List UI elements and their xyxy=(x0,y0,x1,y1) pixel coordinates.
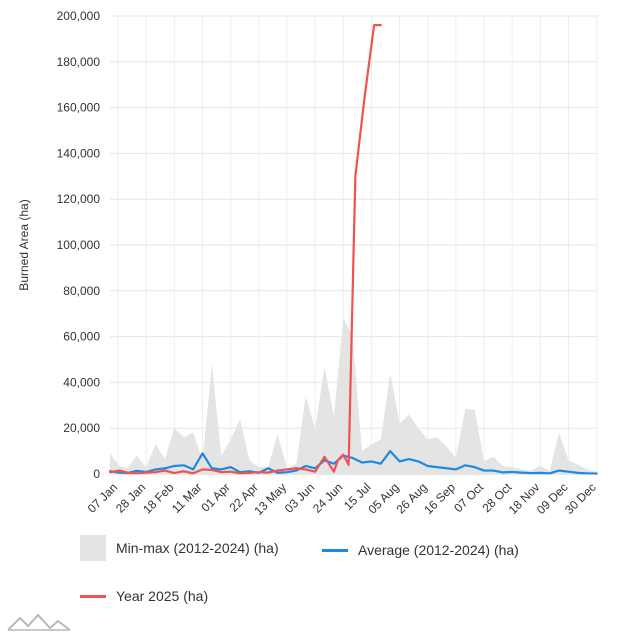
year-swatch xyxy=(80,594,106,598)
minmax-area xyxy=(110,318,597,474)
x-tick-label-7: 03 Jun xyxy=(282,480,317,515)
y-tick-label-3: 60,000 xyxy=(63,330,100,344)
mountain-logo-icon xyxy=(7,613,71,631)
year-2025-line-series xyxy=(108,24,382,475)
x-tick-label-8: 24 Jun xyxy=(310,480,345,515)
x-tick-label-3: 11 Mar xyxy=(169,480,205,516)
x-tick-label-17: 30 Dec xyxy=(562,480,599,517)
y-tick-label-0: 0 xyxy=(93,467,100,481)
y-tick-label-8: 160,000 xyxy=(57,101,101,115)
legend-item-average[interactable]: Average (2012-2024) (ha) xyxy=(322,542,519,558)
y-tick-label-4: 80,000 xyxy=(63,284,100,298)
y-axis-title: Burned Area (ha) xyxy=(17,199,31,290)
x-tick-label-12: 16 Sep xyxy=(421,480,458,517)
legend-label-year: Year 2025 (ha) xyxy=(116,588,209,604)
minmax-area-series xyxy=(110,318,597,474)
x-tick-label-13: 07 Oct xyxy=(451,480,486,515)
y-tick-label-5: 100,000 xyxy=(57,238,101,252)
x-tick-label-6: 13 May xyxy=(251,480,289,518)
x-tick-label-10: 05 Aug xyxy=(365,480,401,516)
burned-area-chart: 0 20,000 40,000 60,000 80,000 100,000 120,000 1… xyxy=(17,9,599,518)
y-axis-tick-labels: 0 20,000 40,000 60,000 80,000 100,000 120,000 1… xyxy=(57,9,101,481)
average-swatch xyxy=(322,548,348,552)
legend-label-average: Average (2012-2024) (ha) xyxy=(358,542,519,558)
legend-label-minmax: Min-max (2012-2024) (ha) xyxy=(116,540,279,556)
grid-lines xyxy=(110,15,598,475)
y-tick-label-7: 140,000 xyxy=(57,146,101,160)
x-tick-label-0: 07 Jan xyxy=(85,480,120,515)
y-tick-label-6: 120,000 xyxy=(57,192,101,206)
y-tick-label-9: 180,000 xyxy=(57,55,101,69)
legend-item-year[interactable]: Year 2025 (ha) xyxy=(80,588,208,604)
y-tick-label-2: 40,000 xyxy=(63,375,100,389)
y-tick-label-10: 200,000 xyxy=(57,9,101,23)
y-tick-label-1: 20,000 xyxy=(63,421,100,435)
x-tick-label-2: 18 Feb xyxy=(140,480,177,517)
x-tick-label-4: 01 Apr xyxy=(198,480,232,514)
